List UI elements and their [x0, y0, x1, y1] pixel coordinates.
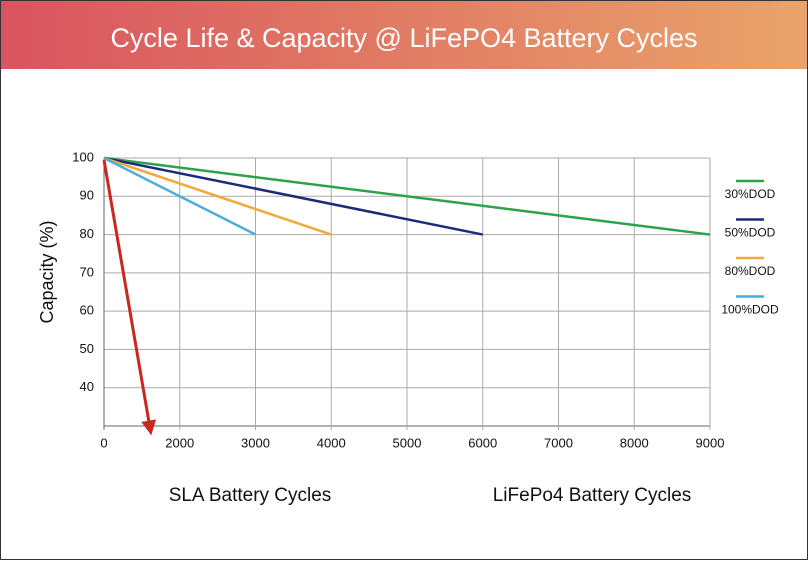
legend-label: 100%DOD [721, 303, 779, 317]
arrow [102, 159, 157, 436]
series-line [103, 156, 332, 236]
series-line [103, 156, 711, 236]
legend-label: 80%DOD [725, 264, 776, 278]
y-tick-label: 70 [80, 264, 94, 279]
legend-label: 30%DOD [725, 187, 776, 201]
x-tick-label: 6000 [468, 435, 497, 450]
header [1, 1, 807, 69]
x-tick-label: 0 [100, 435, 107, 450]
y-axis-label: Capacity (%) [37, 220, 57, 323]
chart-title: Cycle Life & Capacity @ LiFePO4 Battery … [110, 23, 697, 53]
series-line [103, 156, 257, 236]
x-tick-label: 5000 [393, 435, 422, 450]
x-tick-label: 4000 [317, 435, 346, 450]
x-tick-label: 7000 [544, 435, 573, 450]
series-line [103, 156, 483, 236]
x-tick-label: 3000 [241, 435, 270, 450]
y-tick-label: 80 [80, 226, 94, 241]
y-tick-label: 90 [80, 188, 94, 203]
y-tick-label: 100 [72, 149, 94, 164]
annotation: LiFePo4 Battery Cycles [493, 485, 692, 506]
legend-label: 50%DOD [725, 226, 776, 240]
y-tick-label: 60 [80, 303, 94, 318]
x-tick-label: 2000 [165, 435, 194, 450]
y-tick-label: 50 [80, 341, 94, 356]
x-tick-label: 8000 [620, 435, 649, 450]
y-tick-label: 40 [80, 379, 94, 394]
x-tick-label: 9000 [696, 435, 725, 450]
annotation: SLA Battery Cycles [169, 485, 332, 506]
